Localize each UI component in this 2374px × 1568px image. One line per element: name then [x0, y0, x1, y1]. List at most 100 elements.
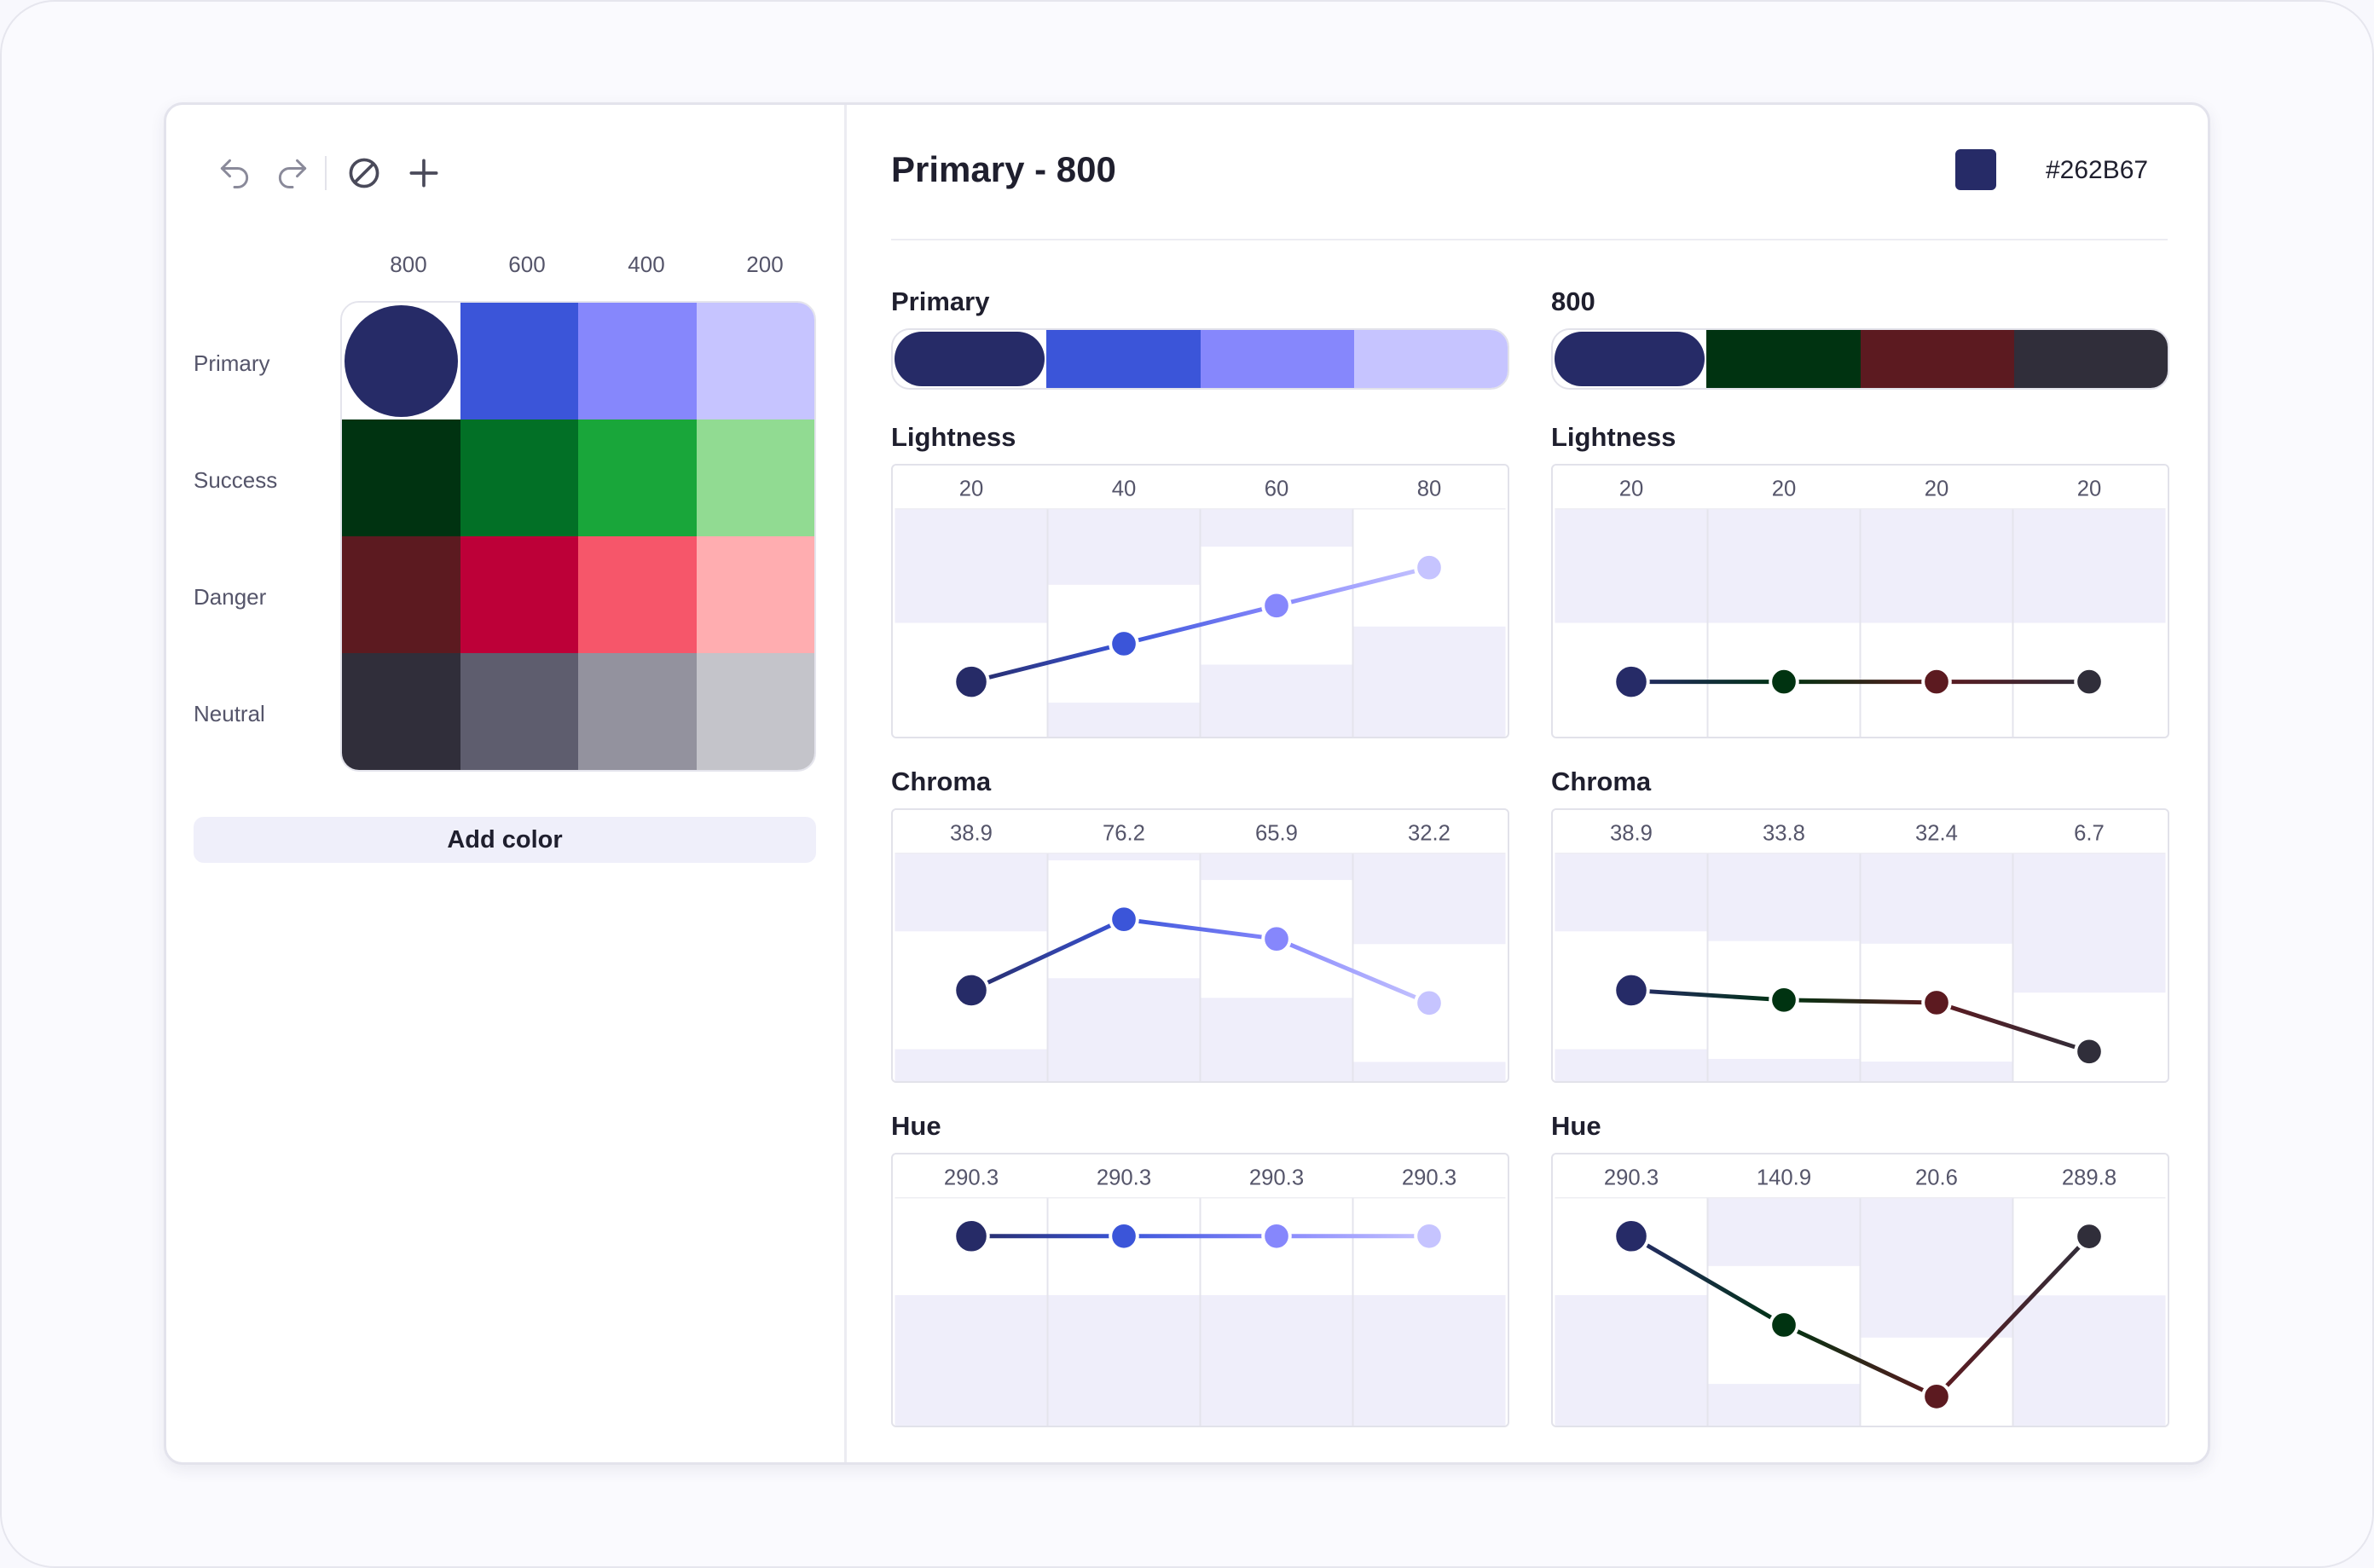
row-label-neutral: Neutral — [194, 701, 265, 726]
primary-scale-step-4[interactable] — [1353, 330, 1508, 388]
hex-value[interactable]: #262B67 — [2046, 156, 2149, 184]
chart-header — [895, 1154, 1506, 1199]
swatch-neutral-800[interactable] — [342, 653, 460, 770]
swatch-danger-400[interactable] — [578, 536, 697, 653]
redo-button[interactable] — [267, 148, 318, 199]
selected-step-marker — [895, 332, 1045, 386]
header-divider — [891, 239, 2168, 240]
shade-800-scale-step-2[interactable] — [1706, 330, 1861, 388]
chart-svg: 38.9 33.8 32.4 6.7 — [1555, 810, 2166, 1081]
chart-point[interactable] — [1769, 666, 1799, 697]
chart-point[interactable] — [1414, 552, 1445, 583]
chart-gamut-band — [1860, 1198, 2013, 1338]
chart-gamut-band — [1047, 1294, 1201, 1426]
chart-point[interactable] — [952, 662, 990, 701]
shade-800-scale-step-1[interactable] — [1553, 330, 1707, 388]
add-button[interactable] — [398, 148, 449, 199]
lightness-chart-800: 20 20 20 20 — [1551, 464, 2169, 738]
chart-value-label: 20 — [2077, 477, 2102, 501]
chart-point[interactable] — [1613, 662, 1650, 701]
chart-point[interactable] — [1769, 1310, 1799, 1340]
chart-point[interactable] — [1109, 1220, 1139, 1252]
chart-point[interactable] — [1769, 985, 1799, 1015]
undo-button[interactable] — [209, 148, 260, 199]
scale-title-primary: Primary — [891, 286, 990, 316]
primary-scale-step-1[interactable] — [893, 330, 1047, 388]
chart-point[interactable] — [1261, 1220, 1292, 1252]
chart-gamut-band — [1555, 853, 1708, 932]
chart-point[interactable] — [1414, 1220, 1445, 1252]
swatch-danger-600[interactable] — [460, 536, 578, 653]
chart-value-label: 290.3 — [1249, 1166, 1304, 1190]
scale-title-800: 800 — [1551, 286, 1595, 316]
chart-gamut-band — [2012, 509, 2166, 623]
swatch-danger-800[interactable] — [342, 536, 460, 653]
page-title: Primary - 800 — [891, 149, 1116, 189]
chart-point[interactable] — [2074, 1036, 2105, 1068]
chart-point[interactable] — [1921, 1381, 1952, 1412]
chart-point[interactable] — [1613, 971, 1650, 1010]
chart-point[interactable] — [1109, 628, 1139, 659]
chart-point[interactable] — [1613, 1218, 1650, 1255]
swatch-neutral-600[interactable] — [460, 653, 578, 770]
chart-gamut-band — [1555, 1294, 1708, 1426]
shade-800-scale-step-3[interactable] — [1860, 330, 2014, 388]
chart-gamut-band — [1200, 853, 1353, 881]
chart-gamut-band — [1352, 853, 1506, 945]
lightness-title-800: Lightness — [1551, 422, 1676, 452]
chart-point[interactable] — [952, 1218, 990, 1255]
chart-header — [895, 466, 1506, 510]
chart-point[interactable] — [2074, 1221, 2105, 1252]
chart-gamut-band — [1200, 1294, 1353, 1426]
chart-svg: 20 40 60 80 — [895, 466, 1506, 737]
clear-button[interactable] — [339, 148, 390, 199]
chart-gamut-band — [1352, 626, 1506, 737]
add-color-button[interactable]: Add color — [194, 817, 816, 863]
chart-value-label: 38.9 — [1610, 822, 1653, 846]
color-swatch[interactable] — [1955, 149, 1996, 190]
swatch-success-200[interactable] — [696, 419, 814, 536]
chart-point[interactable] — [2074, 666, 2105, 697]
chart-point[interactable] — [1921, 987, 1952, 1018]
swatch-success-800[interactable] — [342, 419, 460, 536]
primary-scale-step-2[interactable] — [1046, 330, 1201, 388]
chart-point[interactable] — [1414, 987, 1445, 1019]
chart-gamut-band — [1200, 998, 1353, 1081]
primary-scale-strip — [891, 328, 1509, 390]
chart-gamut-band — [1555, 509, 1708, 623]
chart-gamut-band — [1860, 853, 2013, 944]
chart-value-label: 80 — [1417, 477, 1442, 501]
plus-icon — [409, 159, 438, 188]
chart-value-label: 290.3 — [944, 1166, 999, 1190]
chart-gamut-band — [1707, 509, 1861, 623]
shade-800-scale-step-4[interactable] — [2013, 330, 2168, 388]
hue-title-primary: Hue — [891, 1111, 941, 1141]
chart-value-label: 38.9 — [950, 822, 993, 846]
chart-value-label: 20 — [1925, 477, 1949, 501]
column-header-800: 800 — [390, 252, 427, 277]
swatch-primary-800[interactable] — [342, 303, 460, 419]
primary-scale-step-3[interactable] — [1200, 330, 1354, 388]
swatch-neutral-200[interactable] — [696, 653, 814, 770]
swatch-success-600[interactable] — [460, 419, 578, 536]
chart-svg: 290.3 140.9 20.6 289.8 — [1555, 1154, 2166, 1426]
swatch-primary-200[interactable] — [696, 303, 814, 419]
swatch-primary-400[interactable] — [578, 303, 697, 419]
swatch-danger-200[interactable] — [696, 536, 814, 653]
swatch-neutral-400[interactable] — [578, 653, 697, 770]
chart-value-label: 32.2 — [1408, 822, 1450, 846]
chart-point[interactable] — [952, 971, 990, 1010]
chart-segment — [1936, 1000, 2090, 1054]
column-header-400: 400 — [628, 252, 665, 277]
chart-gamut-band — [1860, 1062, 2013, 1081]
swatch-primary-600[interactable] — [460, 303, 578, 419]
chart-value-label: 290.3 — [1097, 1166, 1151, 1190]
chart-point[interactable] — [1921, 666, 1952, 697]
chart-point[interactable] — [1261, 923, 1292, 954]
chart-gamut-band — [1555, 1049, 1708, 1081]
chart-point[interactable] — [1261, 590, 1292, 622]
chart-gamut-band — [1707, 1058, 1861, 1081]
swatch-success-400[interactable] — [578, 419, 697, 536]
chart-header — [895, 810, 1506, 854]
chart-point[interactable] — [1109, 904, 1139, 934]
